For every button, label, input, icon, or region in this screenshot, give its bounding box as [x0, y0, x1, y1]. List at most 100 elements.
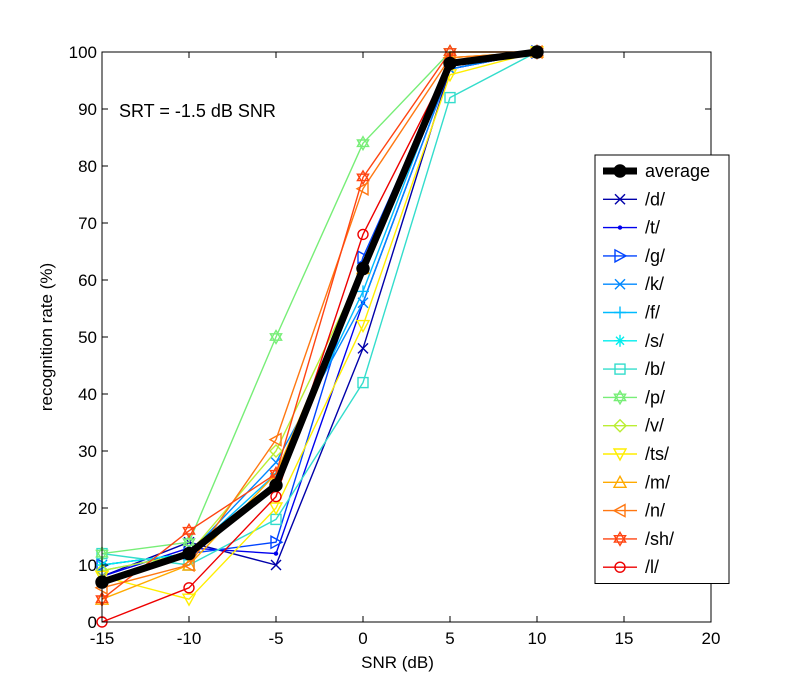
data-point-l-1: [183, 582, 195, 594]
data-point-n-3: [355, 181, 369, 196]
legend-item-m: /m/: [603, 472, 670, 492]
x-tick-label: -15: [90, 629, 115, 648]
y-tick-label: 100: [69, 43, 97, 62]
legend-item-p: /p/: [603, 387, 665, 407]
data-point-average-2: [269, 478, 283, 492]
legend-marker-sh: [613, 530, 627, 547]
legend-item-g: /g/: [603, 246, 665, 266]
data-point-ts-3: [355, 319, 371, 334]
legend-marker-b: [614, 363, 626, 375]
x-tick-label: -5: [268, 629, 283, 648]
legend-marker-f: [614, 306, 626, 319]
data-point-l-3: [357, 228, 369, 241]
data-point-average-4: [443, 56, 457, 71]
data-point-p-3: [356, 135, 370, 152]
legend-label: /p/: [645, 387, 665, 407]
legend-label: /g/: [645, 246, 665, 266]
data-point-p-2: [269, 329, 283, 345]
legend-label: /v/: [645, 416, 664, 436]
y-tick-label: 10: [78, 556, 97, 575]
legend-label: /f/: [645, 303, 660, 323]
series-line-n: [101, 51, 538, 589]
y-tick-label: 90: [78, 100, 97, 119]
legend-marker-k: [614, 278, 626, 290]
data-point-v-2: [269, 444, 283, 458]
legend-label: /k/: [645, 274, 664, 294]
legend-label: average: [645, 161, 710, 181]
legend-item-k: /k/: [603, 274, 664, 294]
legend-item-ts: /ts/: [603, 444, 669, 464]
y-tick-label: 0: [88, 613, 97, 632]
data-point-ts-1: [181, 593, 197, 607]
legend-item-f: /f/: [603, 303, 660, 323]
legend-item-b: /b/: [603, 359, 665, 379]
legend-item-n: /n/: [603, 501, 665, 521]
srt-annotation: SRT = -1.5 dB SNR: [119, 101, 276, 121]
y-tick-label: 60: [78, 271, 97, 290]
series-line-average: [100, 48, 538, 586]
y-tick-label: 20: [78, 499, 97, 518]
legend-marker-n: [612, 503, 626, 518]
x-tick-label: 20: [702, 629, 721, 648]
legend-marker-d: [614, 193, 626, 205]
legend-marker-average: [613, 164, 627, 178]
data-point-d-2: [270, 559, 282, 571]
data-point-t-2: [273, 551, 279, 556]
legend-item-s: /s/: [603, 331, 664, 351]
data-point-sh-3: [356, 169, 370, 186]
y-tick-label: 80: [78, 157, 97, 176]
legend-label: /sh/: [645, 529, 674, 549]
data-point-n-1: [181, 557, 195, 573]
x-tick-label: 10: [528, 629, 547, 648]
legend-marker-v: [613, 418, 627, 433]
y-tick-label: 70: [78, 214, 97, 233]
y-tick-label: 40: [78, 385, 97, 404]
legend-item-v: /v/: [603, 416, 664, 436]
series-line-b: [101, 51, 538, 566]
series-line-ts: [101, 51, 538, 600]
legend-item-sh: /sh/: [603, 529, 674, 549]
data-point-p-1: [182, 534, 196, 551]
legend-label: /d/: [645, 189, 665, 209]
legend-label: /n/: [645, 501, 665, 521]
legend-marker-g: [614, 248, 628, 264]
legend-label: /l/: [645, 557, 659, 577]
data-point-b-3: [357, 376, 369, 389]
y-axis-label: recognition rate (%): [37, 263, 56, 411]
data-point-g-2: [270, 535, 284, 550]
y-tick-label: 50: [78, 328, 97, 347]
x-tick-label: 15: [615, 629, 634, 648]
data-point-d-3: [357, 342, 369, 354]
legend-marker-t: [617, 225, 623, 230]
legend-label: /s/: [645, 331, 664, 351]
x-tick-label: 5: [445, 629, 454, 648]
legend-item-l: /l/: [603, 557, 659, 577]
legend-label: /ts/: [645, 444, 669, 464]
x-tick-label: -10: [177, 629, 202, 648]
legend-label: /b/: [645, 359, 665, 379]
x-tick-label: 0: [358, 629, 367, 648]
legend-item-average: average: [603, 161, 710, 181]
legend-marker-s: [614, 334, 626, 347]
y-tick-label: 30: [78, 442, 97, 461]
x-axis-label: SNR (dB): [361, 653, 434, 672]
data-point-f-3: [357, 285, 369, 298]
legend-item-d: /d/: [603, 189, 665, 209]
x-axis-ticks: -15 -10 -5 0 5 10 15 20: [90, 52, 721, 648]
y-axis-ticks: 0 10 20 30 40 50 60 70 80 90 100: [69, 43, 711, 632]
legend-marker-p: [613, 389, 627, 406]
legend-label: /t/: [645, 218, 660, 238]
legend-marker-l: [614, 561, 626, 573]
data-point-sh-1: [182, 522, 196, 539]
data-point-m-1: [181, 557, 197, 571]
legend-marker-ts: [612, 448, 628, 462]
legend-item-t: /t/: [603, 218, 660, 238]
series-average: [95, 45, 544, 589]
data-point-b-4: [444, 91, 456, 104]
legend: average/d/ /t/ /g/ /k/ /f/ /s/ /b/ /p/ /v/ /ts/ /m…: [594, 154, 730, 584]
legend-marker-m: [612, 474, 628, 488]
data-point-ts-2: [268, 502, 284, 516]
data-point-average-1: [182, 546, 196, 561]
data-point-average-3: [356, 261, 370, 276]
